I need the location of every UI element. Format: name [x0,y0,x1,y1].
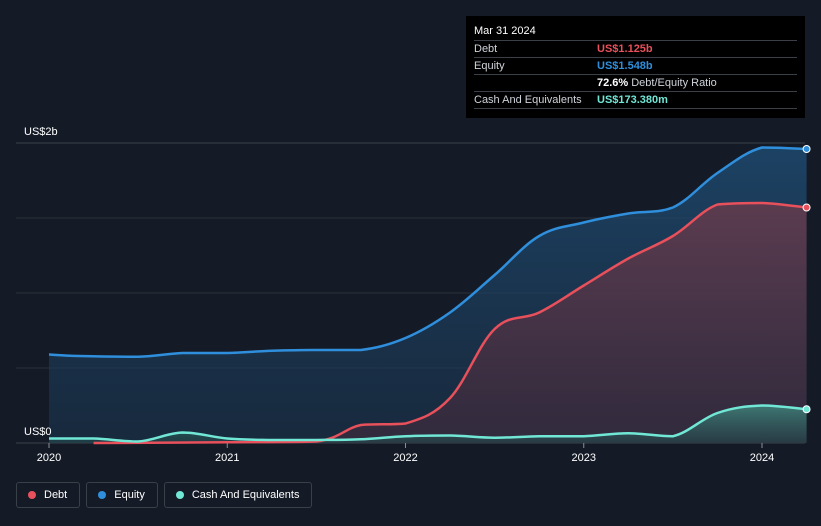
tooltip-debt-label: Debt [474,43,498,55]
tooltip-equity-value: US$1.548b [597,60,653,72]
legend-label-cash: Cash And Equivalents [191,489,300,501]
tooltip-row-ratio: 72.6% Debt/Equity Ratio [474,75,797,92]
x-tick-label-0: 2020 [37,452,61,464]
x-tick-label-2: 2022 [393,452,417,464]
area-debt [93,203,807,443]
tooltip-debt-value: US$1.125b [597,43,653,55]
legend-item-cash[interactable]: Cash And Equivalents [163,482,313,508]
tooltip-date: Mar 31 2024 [474,23,797,41]
tooltip-row-cash: Cash And Equivalents US$173.380m [474,92,797,109]
tooltip-panel: Mar 31 2024 Debt US$1.125b Equity US$1.5… [466,16,805,118]
line-equity [48,146,807,358]
legend-label-equity: Equity [114,489,145,501]
legend-dot-equity [98,491,107,499]
endpoint-debt [802,203,811,212]
legend-item-debt[interactable]: Debt [16,482,81,508]
x-tick-label-3: 2023 [572,452,596,464]
line-cash [48,404,807,443]
tooltip-row-debt: Debt US$1.125b [474,41,797,58]
x-tick-label-1: 2021 [215,452,239,464]
legend-item-equity[interactable]: Equity [86,482,158,508]
y-tick-label-0: US$0 [24,426,52,438]
x-tick-label-4: 2024 [750,452,774,464]
tooltip-cash-label: Cash And Equivalents [474,94,582,106]
y-axis-ticks: US$0 US$2b [24,126,58,438]
y-tick-label-1: US$2b [24,126,58,138]
legend-dot-cash [175,491,184,499]
series-lines [48,146,807,445]
endpoint-cash [802,405,811,414]
legend-dot-debt [28,491,36,499]
tooltip-equity-label: Equity [474,60,505,72]
tooltip-cash-value: US$173.380m [597,94,668,106]
tooltip-ratio-label: Debt/Equity Ratio [631,77,717,89]
chart-legend: Debt Equity Cash And Equivalents [16,482,313,508]
tooltip-ratio-value: 72.6% [597,77,629,89]
x-axis-ticks: 2020 2021 2022 2023 2024 [37,443,774,464]
line-debt [93,201,807,445]
legend-label-debt: Debt [44,489,68,501]
tooltip-row-equity: Equity US$1.548b [474,58,797,75]
series-endpoints [802,145,811,414]
endpoint-equity [802,145,811,153]
